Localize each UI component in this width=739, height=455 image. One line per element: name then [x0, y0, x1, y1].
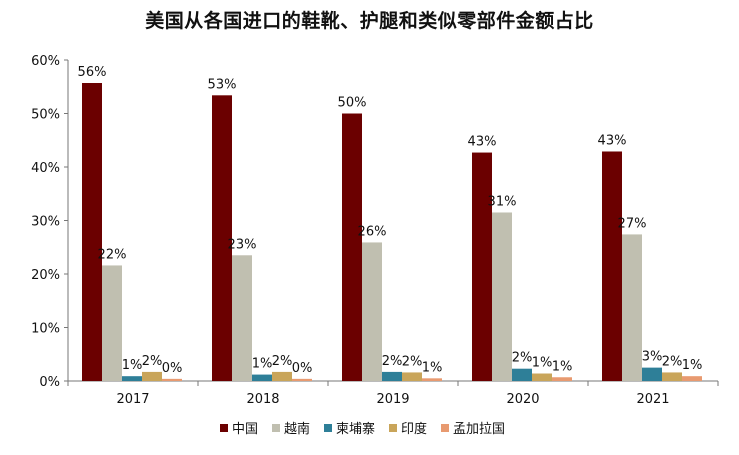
- data-label: 0%: [292, 361, 313, 376]
- x-tick-label: 2020: [506, 392, 539, 407]
- legend-swatch: [220, 424, 228, 432]
- data-label: 1%: [252, 357, 273, 372]
- bar: [162, 378, 182, 381]
- data-label: 2%: [662, 354, 683, 369]
- y-tick-label: 30%: [31, 215, 60, 230]
- data-label: 56%: [78, 65, 107, 80]
- data-label: 1%: [532, 356, 553, 371]
- bar: [662, 372, 682, 381]
- x-tick-label: 2017: [116, 392, 149, 407]
- data-label: 27%: [618, 216, 647, 231]
- bar: [622, 234, 642, 381]
- bar: [122, 376, 142, 381]
- bar: [402, 372, 422, 381]
- bar: [422, 378, 442, 381]
- bar: [602, 151, 622, 381]
- y-tick-label: 40%: [31, 161, 60, 176]
- bar: [492, 212, 512, 381]
- data-label: 50%: [338, 96, 367, 111]
- bar: [212, 95, 232, 381]
- data-label: 53%: [208, 77, 237, 92]
- data-label: 1%: [422, 360, 443, 375]
- bar: [642, 367, 662, 381]
- data-label: 31%: [488, 194, 517, 209]
- legend-swatch: [389, 424, 397, 432]
- y-tick-label: 50%: [31, 108, 60, 123]
- legend-swatch: [324, 424, 332, 432]
- data-label: 2%: [382, 354, 403, 369]
- x-tick-label: 2018: [246, 392, 279, 407]
- data-label: 2%: [512, 351, 533, 366]
- data-label: 1%: [682, 358, 703, 373]
- y-tick-label: 20%: [31, 268, 60, 283]
- legend-label: 孟加拉国: [453, 422, 505, 437]
- data-label: 3%: [642, 350, 663, 365]
- data-label: 26%: [358, 224, 387, 239]
- bar: [512, 368, 532, 381]
- legend-swatch: [441, 424, 449, 432]
- data-label: 0%: [162, 361, 183, 376]
- x-tick-label: 2019: [376, 392, 409, 407]
- bar: [252, 374, 272, 381]
- legend-label: 柬埔寨: [336, 421, 375, 437]
- data-label: 2%: [142, 354, 163, 369]
- data-label: 2%: [272, 354, 293, 369]
- bar: [82, 83, 102, 381]
- bar: [342, 113, 362, 381]
- legend-swatch: [272, 424, 280, 432]
- bar: [292, 378, 312, 381]
- bar: [382, 371, 402, 381]
- bar: [362, 242, 382, 381]
- data-label: 2%: [402, 354, 423, 369]
- bar: [102, 265, 122, 381]
- legend-label: 中国: [232, 422, 258, 437]
- bar: [472, 152, 492, 381]
- x-tick-label: 2021: [636, 392, 669, 407]
- data-label: 1%: [122, 358, 143, 373]
- data-label: 22%: [98, 247, 127, 262]
- data-label: 23%: [228, 237, 257, 252]
- bar: [272, 371, 292, 381]
- data-label: 43%: [468, 135, 497, 150]
- y-tick-label: 10%: [31, 322, 60, 337]
- bar: [142, 371, 162, 381]
- chart-title: 美国从各国进口的鞋靴、护腿和类似零部件金额占比: [145, 10, 594, 32]
- legend-label: 印度: [401, 421, 427, 437]
- bar: [682, 376, 702, 381]
- data-label: 1%: [552, 359, 573, 374]
- legend-label: 越南: [284, 421, 310, 437]
- bar: [552, 377, 572, 381]
- bar: [532, 373, 552, 381]
- y-tick-label: 60%: [31, 54, 60, 69]
- y-tick-label: 0%: [39, 375, 60, 390]
- bar: [232, 255, 252, 381]
- data-label: 43%: [598, 133, 627, 148]
